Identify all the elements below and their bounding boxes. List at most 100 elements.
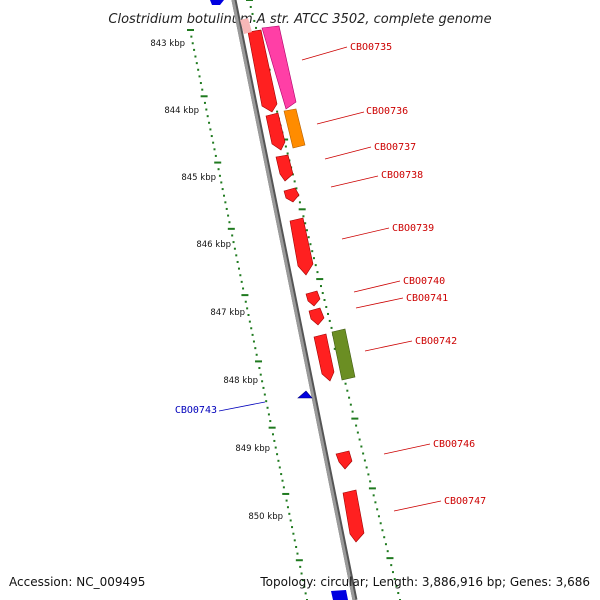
track-dot: [328, 319, 331, 322]
track-dot: [194, 55, 197, 58]
track-dot: [346, 389, 349, 392]
track-dot: [314, 264, 317, 267]
accession-text: Accession: NC_009495: [9, 575, 145, 589]
track-dot: [278, 466, 281, 469]
gene-label-cbo0735[interactable]: CBO0735: [350, 42, 392, 53]
track-dot: [374, 501, 377, 504]
gene-label-cbo0742[interactable]: CBO0742: [415, 336, 457, 347]
track-dot: [262, 386, 265, 389]
track-dot: [348, 396, 351, 399]
track-dot: [261, 380, 264, 383]
track-dot: [286, 152, 289, 155]
track-dot: [291, 526, 294, 529]
track-major-tick: [368, 487, 376, 490]
track-dot: [253, 19, 256, 22]
track-dot: [248, 320, 251, 323]
scale-tick-label: 847 kbp: [210, 308, 245, 318]
dotted-tracks: [187, 0, 401, 600]
scale-ticks: 843 kbp 844 kbp 845 kbp 846 kbp 847 kbp …: [150, 39, 283, 522]
track-dot: [224, 201, 227, 204]
gene-cbo0741-arrow[interactable]: [308, 307, 325, 326]
track-dot: [282, 486, 285, 489]
track-dot: [381, 529, 384, 532]
track-dot: [214, 154, 217, 157]
partial-gene-bottom-arrow: [331, 590, 348, 600]
track-dot: [223, 194, 226, 197]
gene-cbo0735-arrow[interactable]: [240, 18, 297, 113]
gene-cbo0746-arrow[interactable]: [335, 450, 353, 470]
track-dot: [344, 382, 347, 385]
track-dot: [209, 128, 212, 131]
track-dot: [271, 433, 274, 436]
track-dot: [377, 515, 380, 518]
track-dot: [316, 271, 319, 274]
track-dot: [355, 424, 358, 427]
track-dot: [277, 459, 280, 462]
gene-cbo0742-arrow[interactable]: [313, 328, 356, 382]
gene-features: [210, 0, 365, 600]
track-dot: [266, 406, 269, 409]
gene-cbo0739-arrow[interactable]: [289, 217, 314, 276]
gene-cbo0740-arrow[interactable]: [305, 290, 321, 307]
gene-label-cbo0746[interactable]: CBO0746: [433, 439, 475, 450]
track-dot: [235, 254, 238, 257]
track-dot: [203, 101, 206, 104]
track-dot: [309, 243, 312, 246]
track-dot: [221, 188, 224, 191]
gene-label-cbo0737[interactable]: CBO0737: [374, 142, 416, 153]
gene-cbo0743-arrow[interactable]: [297, 390, 313, 399]
track-dot: [363, 459, 366, 462]
track-major-tick: [386, 557, 394, 560]
gene-label-cbo0747[interactable]: CBO0747: [444, 496, 486, 507]
track-major-tick: [214, 161, 222, 164]
track-major-tick: [298, 208, 306, 211]
track-dot: [358, 438, 361, 441]
track-dot: [225, 207, 228, 210]
track-dot: [255, 353, 258, 356]
gene-label-cbo0743[interactable]: CBO0743: [175, 405, 217, 416]
gene-label-cbo0739[interactable]: CBO0739: [392, 223, 434, 234]
gene-label-cbo0741[interactable]: CBO0741: [406, 293, 448, 304]
track-dot: [232, 241, 235, 244]
track-dot: [198, 75, 201, 78]
track-dot: [274, 446, 277, 449]
track-dot: [212, 141, 215, 144]
track-dot: [319, 285, 322, 288]
gene-label-cbo0740[interactable]: CBO0740: [403, 276, 445, 287]
track-dot: [365, 466, 368, 469]
gene-cbo0736-arrow[interactable]: [265, 108, 306, 151]
track-dot: [300, 572, 303, 575]
track-dot: [311, 250, 314, 253]
scale-tick-label: 846 kbp: [196, 240, 231, 250]
track-dot: [305, 229, 308, 232]
track-dot: [269, 420, 272, 423]
gene-cbo0737-arrow[interactable]: [275, 154, 294, 182]
track-dot: [259, 373, 262, 376]
track-dot: [210, 135, 213, 138]
gene-cbo0738-arrow[interactable]: [283, 187, 300, 203]
gene-labels: CBO0735 CBO0736 CBO0737 CBO0738 CBO0739 …: [175, 42, 486, 512]
track-dot: [206, 115, 209, 118]
track-dot: [208, 121, 211, 124]
track-dot: [281, 479, 284, 482]
track-dot: [384, 543, 387, 546]
track-dot: [265, 400, 268, 403]
track-dot: [197, 68, 200, 71]
track-dot: [289, 519, 292, 522]
track-dot: [227, 214, 230, 217]
track-dot: [295, 545, 298, 548]
gene-cbo0747-arrow[interactable]: [342, 489, 365, 543]
track-dot: [395, 585, 398, 588]
map-title: Clostridium botulinum A str. ATCC 3502, …: [108, 12, 491, 27]
track-dot: [349, 403, 352, 406]
track-dot: [367, 473, 370, 476]
track-dot: [251, 333, 254, 336]
gene-label-cbo0738[interactable]: CBO0738: [381, 170, 423, 181]
track-dot: [285, 499, 288, 502]
track-dot: [193, 48, 196, 51]
gene-label-cbo0736[interactable]: CBO0736: [366, 106, 408, 117]
track-dot: [301, 579, 304, 582]
partial-gene-top-arrow: [210, 0, 224, 5]
track-dot: [386, 550, 389, 553]
